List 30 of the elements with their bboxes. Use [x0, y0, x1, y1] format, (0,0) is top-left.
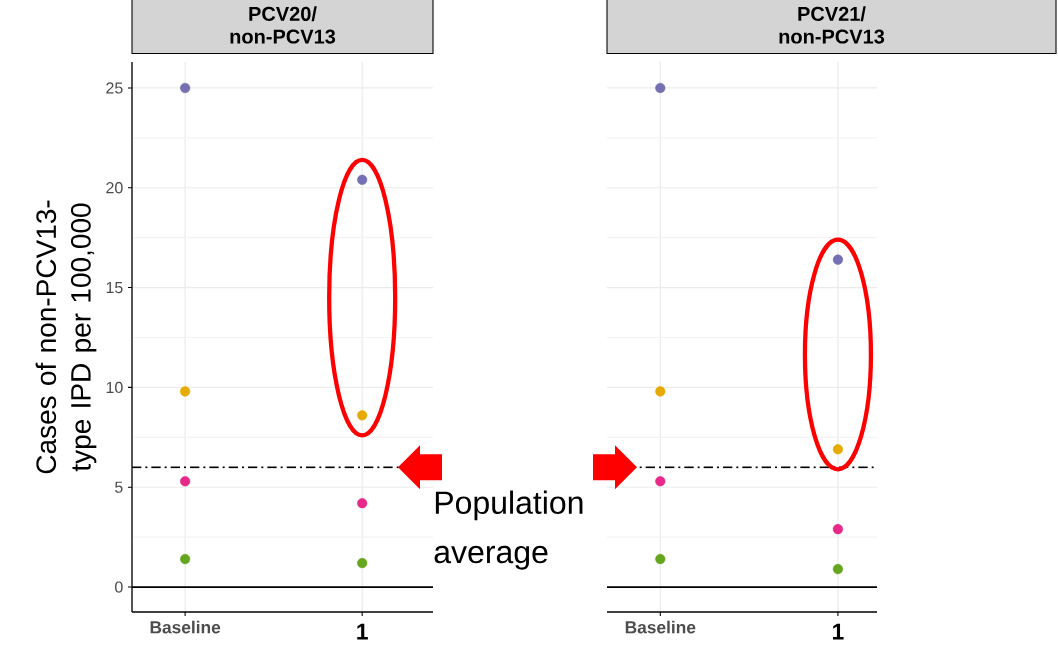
- point: [357, 498, 368, 509]
- point: [832, 444, 843, 455]
- chart-title: PCV21/ non-PCV13: [779, 6, 885, 44]
- y-tick-label: 0: [115, 581, 123, 593]
- point: [832, 564, 843, 575]
- y-tick-label: 10: [106, 381, 123, 394]
- y-tick-label: 25: [106, 82, 123, 94]
- point: [832, 254, 843, 265]
- x-tick-label: Baseline: [150, 620, 221, 634]
- x-tick-label: 1: [833, 623, 844, 640]
- point: [180, 476, 191, 487]
- point: [655, 386, 666, 397]
- y-tick-label: 15: [106, 282, 123, 294]
- x-tick-label: 1: [357, 623, 368, 640]
- point: [357, 410, 368, 421]
- point: [655, 554, 666, 565]
- point: [655, 476, 666, 487]
- point: [180, 386, 191, 397]
- point: [655, 82, 666, 94]
- x-tick-label: Baseline: [625, 620, 696, 634]
- point: [180, 554, 191, 565]
- ref-line-label: Population average: [434, 490, 583, 570]
- point: [180, 82, 191, 94]
- point: [832, 524, 843, 535]
- point: [357, 558, 368, 569]
- y-tick-label: 20: [106, 182, 123, 194]
- y-tick-label: 5: [115, 481, 123, 493]
- point: [357, 174, 368, 185]
- y-axis-title: Cases of non-PCV13-type IPD per 100,000: [35, 200, 97, 474]
- chart-title: PCV20/ non-PCV13: [230, 6, 336, 44]
